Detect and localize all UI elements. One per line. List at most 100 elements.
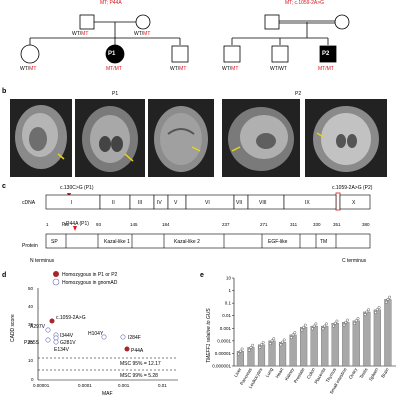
point-label-p255s: P255S xyxy=(24,340,40,346)
pedigree2-header: MT; c.1059-2A>G xyxy=(285,0,325,6)
tissue-label: Brain xyxy=(380,367,390,379)
replicate-point xyxy=(354,319,358,323)
replicate-point xyxy=(342,323,346,327)
panel-b-label: b xyxy=(2,88,7,95)
exon-label: III xyxy=(138,200,142,206)
replicate-point xyxy=(333,321,337,325)
replicate-point xyxy=(251,343,255,347)
tissue-label: Colon xyxy=(306,367,316,380)
replicate-point xyxy=(291,333,295,337)
p2-proband-genotype: MT/MT xyxy=(318,66,334,72)
bar-ovary xyxy=(352,320,360,367)
point-label-g281v: G281V xyxy=(60,340,76,346)
replicate-point xyxy=(335,319,339,323)
p2-sib1-genotype: WT/MT xyxy=(222,66,239,72)
expression-bar-chart: TMEFF1 relative to GUS 10 1 0.1 0.01 0.001 0.… xyxy=(206,276,396,395)
ytick: 20 xyxy=(28,340,34,345)
panel-c-label: c xyxy=(2,183,6,190)
p1-sib1-symbol xyxy=(20,44,40,64)
p1-sib1-genotype: WT/MT xyxy=(20,66,37,72)
cdna-label: cDNA xyxy=(22,200,36,206)
p2-father-symbol xyxy=(264,14,280,30)
pedigree-diagram xyxy=(20,14,350,64)
legend-entry: Homozygous in P1 or P2 xyxy=(62,272,118,278)
pmut-label: p.P44A (P1) xyxy=(62,221,89,227)
point-a297v xyxy=(45,327,51,333)
p1-sib2-genotype: WT/MT xyxy=(170,66,187,72)
replicate-point xyxy=(272,337,276,341)
p1-proband-label: P1 xyxy=(108,51,116,57)
bar-placenta xyxy=(321,325,329,367)
replicate-point xyxy=(281,340,284,344)
point-e134v xyxy=(53,339,59,345)
domain-label: SP xyxy=(51,239,58,245)
point-c1059 xyxy=(49,318,55,324)
tissue-label: Spleen xyxy=(368,367,380,382)
replicate-point xyxy=(386,297,390,301)
tissue-label: Heart xyxy=(275,366,285,379)
p1-proband-genotype: MT/MT xyxy=(106,66,122,72)
tissue-label: Testis xyxy=(359,366,369,379)
replicate-point xyxy=(240,347,244,351)
domain-label: TM xyxy=(320,239,327,245)
replicate-point xyxy=(260,343,263,347)
tissue-label: Liver xyxy=(233,367,242,378)
exon-label: VII xyxy=(236,200,242,206)
xtick: 0.0001 xyxy=(78,383,92,388)
replicate-point xyxy=(377,306,381,309)
domain-label: Kazal-like 1 xyxy=(104,239,130,245)
replicate-point xyxy=(384,300,388,304)
msc95-label: MSC 95% = 12.17 xyxy=(120,361,161,367)
mri-p2-axial xyxy=(305,99,387,177)
panel-e-label: e xyxy=(200,272,204,279)
exon-label: VIII xyxy=(259,200,267,206)
position-label: 237 xyxy=(222,222,230,227)
replicate-point xyxy=(300,328,304,332)
p2-sib2-genotype: WT/WT xyxy=(270,66,287,72)
xtick: 0.001 xyxy=(118,383,130,388)
position-label: 145 xyxy=(130,222,138,227)
xtick: 0.00001 xyxy=(33,383,50,388)
exon-label: VI xyxy=(205,200,210,206)
point-label-e134v: E134V xyxy=(54,347,70,353)
ytick-e: 1 xyxy=(228,288,231,293)
bar-spleen xyxy=(373,309,381,367)
replicate-point xyxy=(314,322,318,326)
replicate-point xyxy=(388,295,392,299)
domain-label: EGF-like xyxy=(268,239,288,245)
replicate-point xyxy=(323,324,327,328)
mri-p1-axial-1 xyxy=(75,99,145,177)
cadd-scatter-chart: Homozygous in P1 or P2 Homozygous in gno… xyxy=(10,271,178,397)
replicate-point xyxy=(346,318,349,322)
replicate-point xyxy=(365,310,369,314)
p1-father-genotype: WT/MT xyxy=(72,31,89,37)
tissue-label: Kidney xyxy=(284,366,296,381)
ytick-e: 0.0001 xyxy=(217,338,231,343)
replicate-point xyxy=(367,308,370,312)
mri-p1-axial-2 xyxy=(148,99,214,177)
p2-sib1-symbol xyxy=(223,45,241,63)
replicate-point xyxy=(302,325,306,329)
replicate-point xyxy=(289,336,293,340)
exon-label: V xyxy=(174,200,178,206)
replicate-point xyxy=(303,323,307,327)
splice-site-marker xyxy=(335,192,341,211)
cterm-label: C terminus xyxy=(342,258,367,264)
replicate-point xyxy=(375,308,379,312)
replicate-point xyxy=(282,338,286,342)
replicate-point xyxy=(311,327,314,331)
point-label-i344v: I344V xyxy=(60,333,74,339)
replicate-point xyxy=(268,342,272,346)
position-label: 311 xyxy=(290,222,298,227)
ytick-e: 10 xyxy=(226,276,232,281)
p2-sib2-symbol xyxy=(271,45,289,63)
replicate-point xyxy=(279,343,283,347)
p2-mother-symbol xyxy=(334,14,350,30)
ytick-e: 0.01 xyxy=(222,313,231,318)
position-label: 271 xyxy=(260,222,268,227)
tissue-label: Ovary xyxy=(348,366,359,380)
point-label-p44a: P44A xyxy=(131,348,144,354)
replicate-point xyxy=(356,317,360,320)
ytick: 30 xyxy=(28,322,34,327)
nterm-label: N terminus xyxy=(30,258,55,264)
